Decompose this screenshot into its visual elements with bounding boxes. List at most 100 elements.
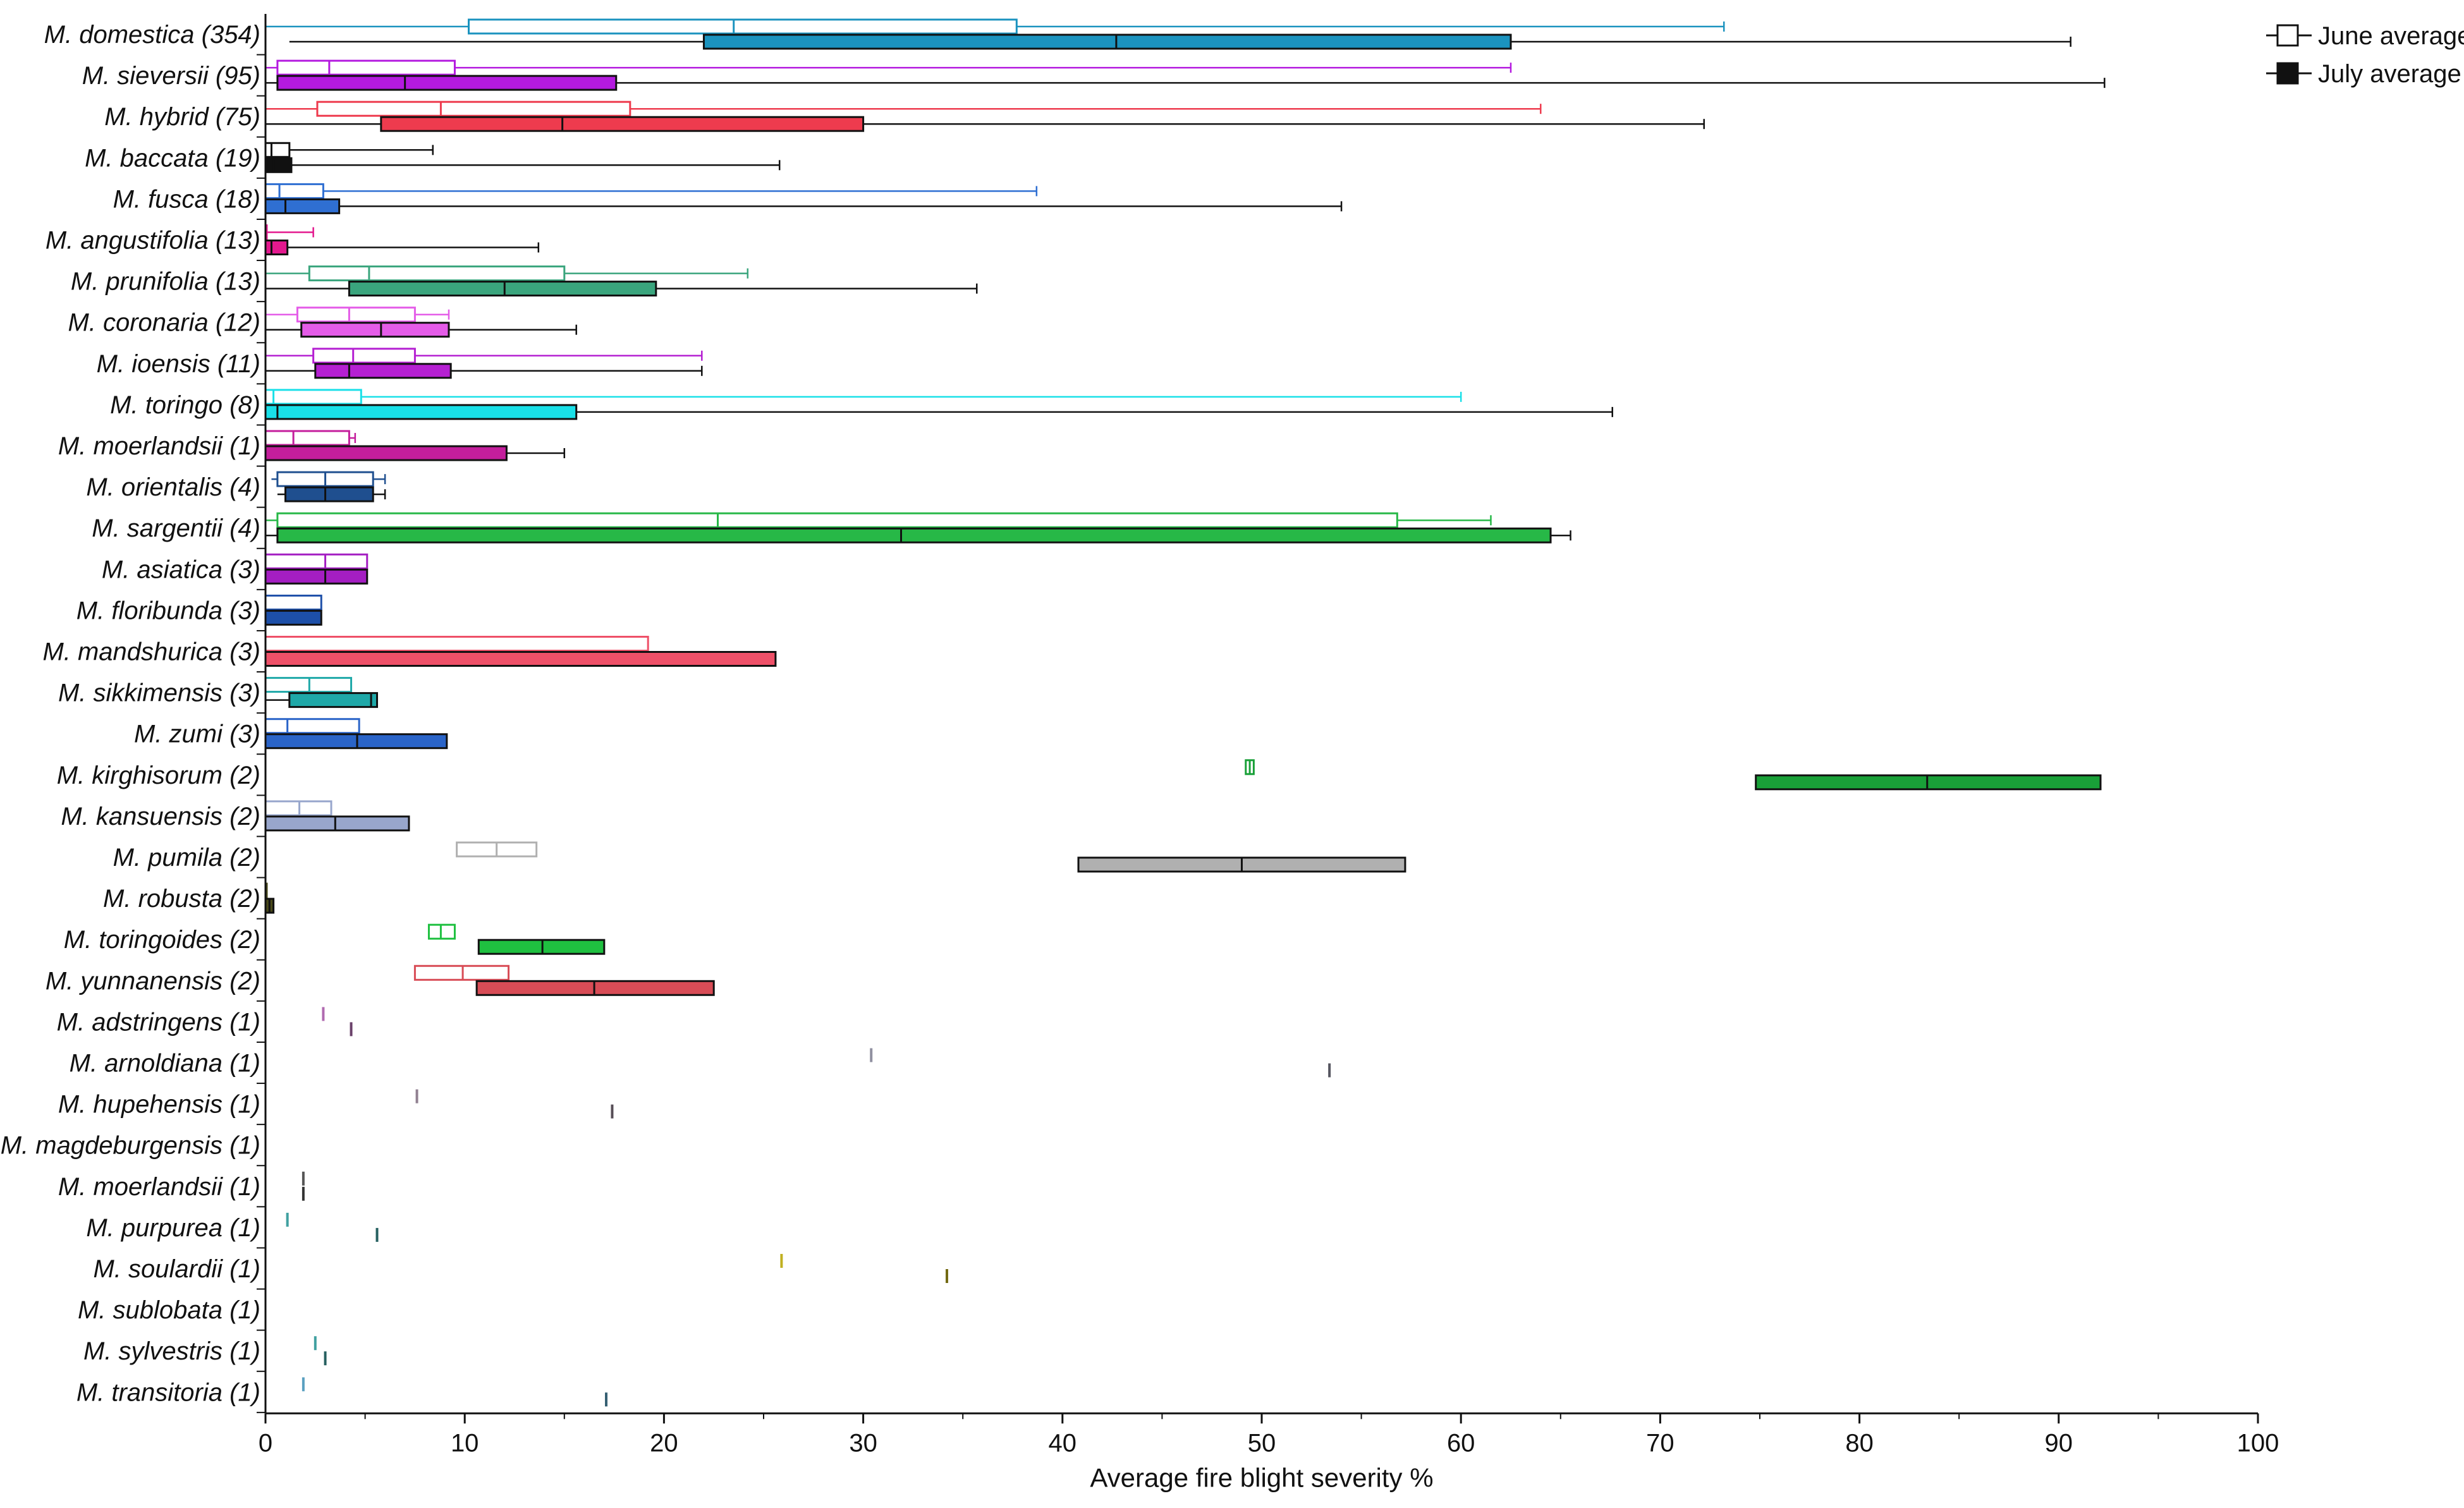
legend-filled-swatch bbox=[2276, 62, 2299, 85]
legend: June average July average bbox=[2266, 22, 2464, 88]
july-box bbox=[284, 486, 374, 502]
category-m-adstringens-1 bbox=[322, 1007, 353, 1037]
category-m-sargentii-4 bbox=[265, 512, 1571, 544]
x-tick-label: 80 bbox=[1845, 1429, 1874, 1457]
category-label: M. moerlandsii (1) bbox=[58, 1173, 260, 1201]
category-label: M. pumila (2) bbox=[113, 844, 260, 872]
july-box bbox=[264, 815, 410, 832]
y-axis-ticks bbox=[257, 54, 265, 1413]
july-box bbox=[264, 445, 508, 461]
category-label: M. yunnanensis (2) bbox=[46, 967, 260, 995]
july-box bbox=[264, 733, 448, 750]
category-m-toringoides-2 bbox=[427, 923, 606, 955]
category-label: M. sieversii (95) bbox=[82, 62, 260, 90]
category-label: M. angustifolia (13) bbox=[46, 227, 260, 255]
june-box bbox=[316, 100, 631, 117]
x-tick-label: 40 bbox=[1049, 1429, 1077, 1457]
category-m-mandshurica-3 bbox=[264, 636, 777, 667]
june-box bbox=[468, 18, 1018, 35]
category-m-asiatica-3 bbox=[264, 553, 369, 585]
category-label: M. zumi (3) bbox=[134, 721, 260, 748]
category-label: M. coronaria (12) bbox=[68, 309, 260, 337]
category-m-floribunda-3 bbox=[264, 594, 322, 626]
category-m-kirghisorum-2 bbox=[1245, 759, 2102, 791]
category-m-sylvestris-1 bbox=[314, 1336, 327, 1366]
category-label: M. transitoria (1) bbox=[76, 1378, 260, 1406]
category-label: M. purpurea (1) bbox=[86, 1214, 260, 1242]
category-m-purpurea-1 bbox=[286, 1212, 379, 1242]
june-box bbox=[296, 307, 416, 323]
category-label: M. ioensis (11) bbox=[97, 350, 260, 378]
july-box bbox=[264, 198, 341, 214]
category-label: M. magdeburgensis (1) bbox=[1, 1132, 260, 1160]
july-box bbox=[380, 116, 865, 132]
june-box bbox=[264, 636, 649, 652]
june-box bbox=[264, 677, 353, 693]
category-label: M. fusca (18) bbox=[113, 185, 260, 213]
july-box bbox=[314, 363, 452, 379]
june-box bbox=[308, 265, 566, 282]
category-label: M. toringoides (2) bbox=[64, 926, 260, 954]
june-box bbox=[264, 389, 362, 405]
category-m-domestica-354 bbox=[265, 18, 2071, 50]
x-tick-label: 90 bbox=[2045, 1429, 2073, 1457]
category-label: M. baccata (19) bbox=[85, 144, 260, 172]
legend-label: June average bbox=[2318, 22, 2464, 50]
category-m-yunnanensis-2 bbox=[413, 964, 715, 996]
july-box bbox=[348, 281, 657, 297]
x-tick-label: 10 bbox=[451, 1429, 479, 1457]
july-box bbox=[288, 692, 379, 708]
category-m-angustifolia-13 bbox=[264, 224, 540, 255]
july-box bbox=[475, 980, 715, 996]
category-label: M. sublobata (1) bbox=[78, 1296, 260, 1324]
june-box bbox=[264, 183, 324, 199]
x-tick-label: 30 bbox=[849, 1429, 877, 1457]
category-label: M. orientalis (4) bbox=[86, 473, 260, 501]
category-m-hybrid-75 bbox=[265, 100, 1705, 132]
june-box bbox=[264, 718, 360, 734]
june-box bbox=[264, 142, 291, 158]
category-m-toringo-8 bbox=[264, 389, 1614, 420]
legend-item-june: June average bbox=[2266, 22, 2464, 50]
july-box bbox=[264, 609, 322, 626]
category-m-zumi-3 bbox=[264, 718, 448, 750]
category-label: M. robusta (2) bbox=[103, 885, 260, 913]
july-box bbox=[276, 527, 1552, 544]
x-tick-label: 0 bbox=[259, 1429, 272, 1457]
july-box bbox=[264, 568, 369, 585]
june-box bbox=[427, 923, 456, 940]
category-m-kansuensis-2 bbox=[264, 800, 410, 832]
category-m-robusta-2 bbox=[264, 882, 275, 914]
category-m-hupehensis-1 bbox=[415, 1089, 614, 1119]
june-box bbox=[276, 59, 456, 76]
category-label: M. adstringens (1) bbox=[57, 1008, 260, 1036]
june-box bbox=[276, 512, 1398, 528]
axes: 0 10 20 30 40 50 60 70 80 90 100 bbox=[257, 14, 2279, 1457]
legend-open-swatch bbox=[2276, 24, 2299, 47]
category-label: M. sargentii (4) bbox=[92, 514, 260, 542]
legend-label: July average bbox=[2318, 60, 2461, 88]
category-label: M. prunifolia (13) bbox=[71, 268, 260, 296]
category-labels: M. domestica (354) M. sieversii (95) M. hy… bbox=[1, 21, 260, 1406]
june-box bbox=[264, 430, 350, 446]
july-box bbox=[300, 322, 450, 338]
category-m-moerlandsii-1 bbox=[264, 430, 566, 461]
category-m-transitoria-1 bbox=[302, 1377, 607, 1407]
x-tick-label: 70 bbox=[1646, 1429, 1674, 1457]
category-m-prunifolia-13 bbox=[265, 265, 978, 297]
july-box bbox=[477, 939, 606, 955]
category-label: M. mandshurica (3) bbox=[42, 638, 260, 666]
category-label: M. domestica (354) bbox=[44, 21, 260, 49]
category-label: M. arnoldiana (1) bbox=[70, 1050, 260, 1078]
category-label: M. sikkimensis (3) bbox=[58, 679, 260, 707]
category-label: M. moerlandsii (1) bbox=[58, 432, 260, 460]
category-label: M. kansuensis (2) bbox=[61, 803, 260, 830]
june-box bbox=[264, 800, 332, 817]
june-box bbox=[264, 553, 369, 569]
july-box bbox=[264, 404, 578, 420]
category-label: M. hybrid (75) bbox=[104, 103, 260, 131]
june-box bbox=[312, 348, 416, 364]
june-box bbox=[264, 594, 322, 611]
category-m-ioensis-11 bbox=[265, 348, 703, 379]
